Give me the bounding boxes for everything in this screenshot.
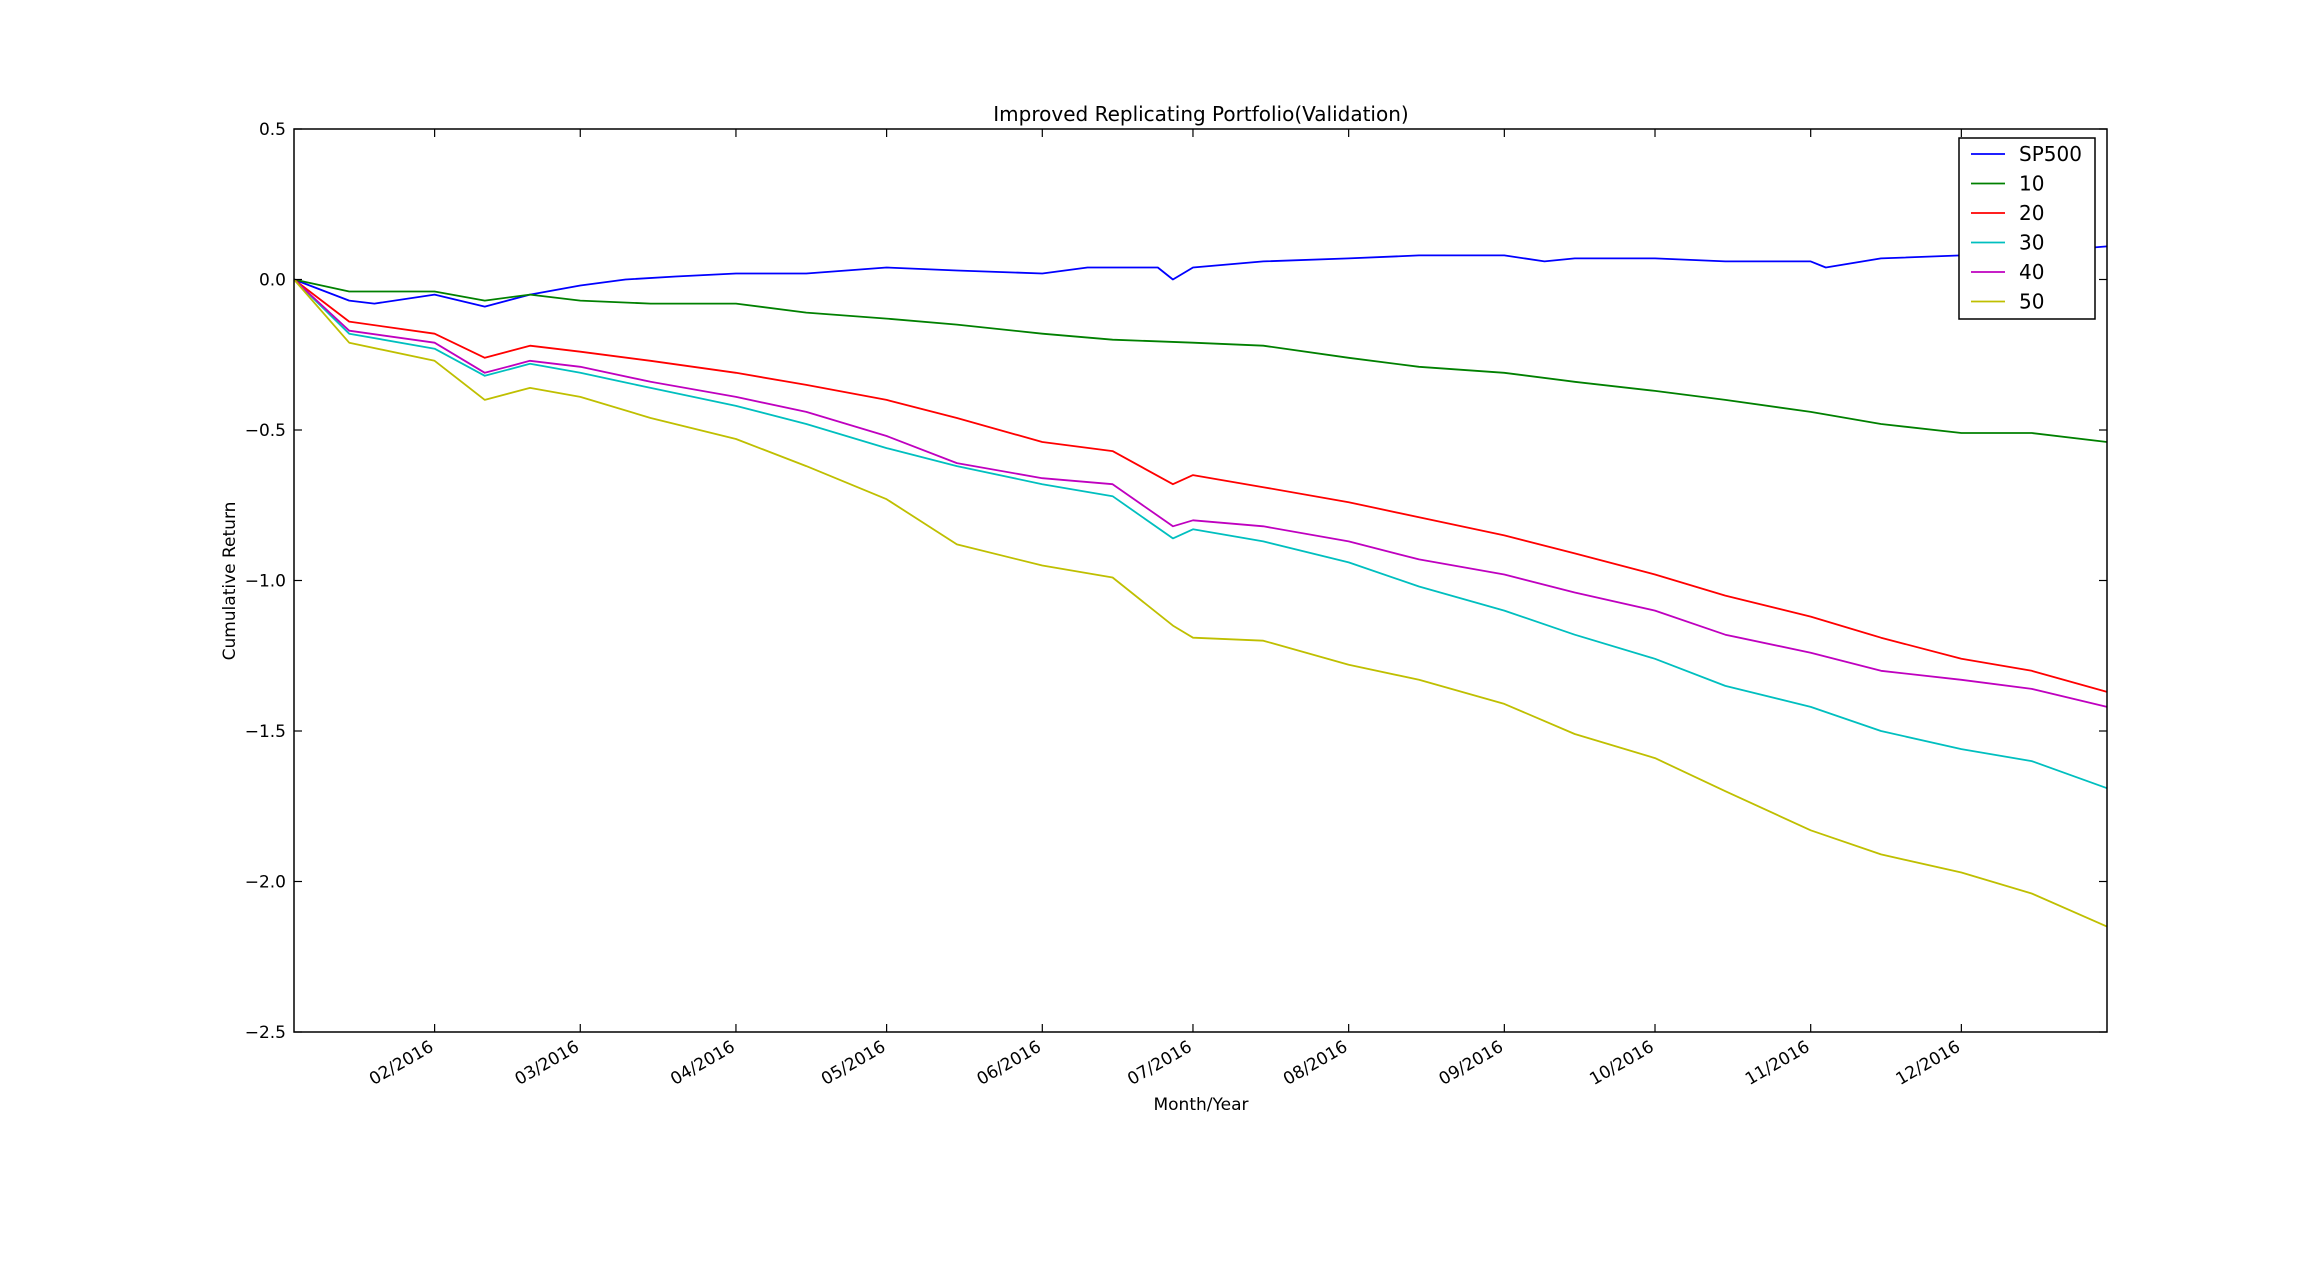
- legend-label: 30: [2019, 231, 2044, 255]
- y-tick-label: −2.5: [245, 1023, 286, 1043]
- y-tick-label: −2.0: [245, 873, 286, 893]
- legend-label: 20: [2019, 201, 2044, 225]
- series-line-40: [293, 278, 2108, 708]
- legend-label: 10: [2019, 172, 2044, 196]
- series-line-50: [293, 278, 2108, 928]
- y-axis: 0.5 0.0 −0.5 −1.0 −1.5 −2.0 −2.5: [245, 120, 2107, 1043]
- y-tick-label: −1.5: [245, 722, 286, 742]
- series-layer: [293, 245, 2108, 928]
- y-tick-label: 0.5: [259, 120, 286, 140]
- chart-title: Improved Replicating Portfolio(Validatio…: [993, 102, 1408, 126]
- series-line-20: [293, 278, 2108, 693]
- series-line-30: [293, 278, 2108, 790]
- y-tick-label: 0.0: [259, 271, 286, 291]
- legend-label: 50: [2019, 290, 2044, 314]
- legend: SP500 10 20 30 40 50: [1958, 137, 2096, 320]
- legend-box: [1958, 137, 2096, 320]
- legend-label: SP500: [2019, 142, 2082, 166]
- x-axis-label: Month/Year: [1153, 1095, 1248, 1115]
- plot-background: [294, 129, 2107, 1032]
- y-tick-label: −0.5: [245, 421, 286, 441]
- legend-label: 40: [2019, 260, 2044, 284]
- y-tick-label: −1.0: [245, 572, 286, 592]
- series-line-sp500: [293, 245, 2108, 308]
- y-axis-label: Cumulative Return: [220, 502, 240, 661]
- plot-area: [293, 128, 2108, 1033]
- series-line-10: [293, 278, 2108, 443]
